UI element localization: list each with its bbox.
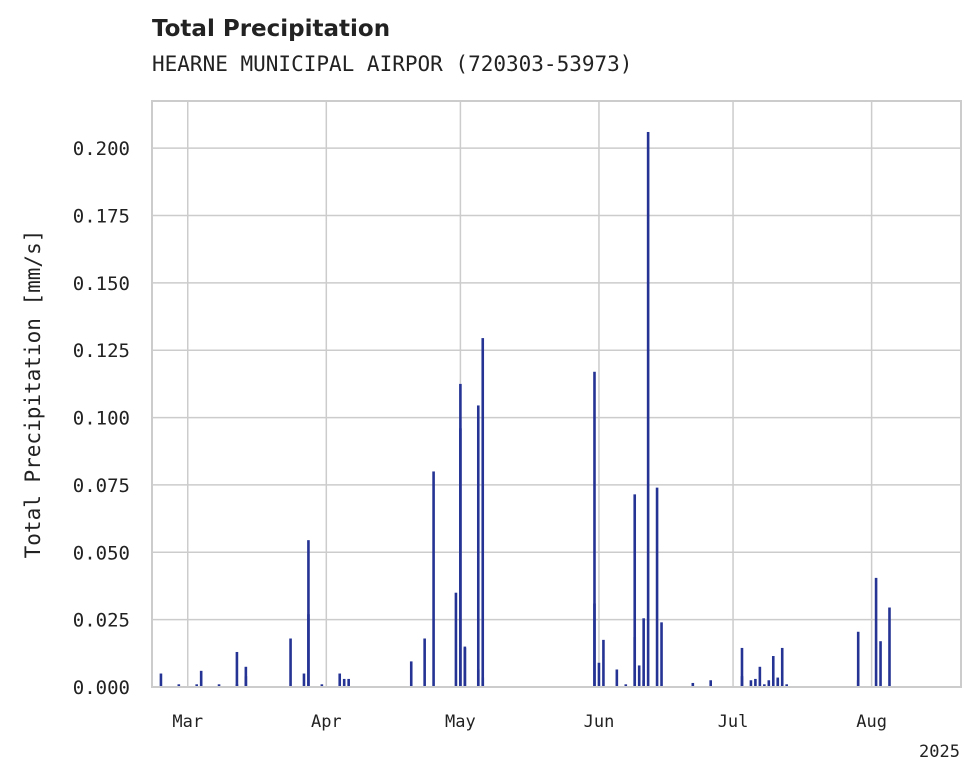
y-tick-label: 0.200	[73, 138, 130, 160]
precipitation-bar	[195, 684, 198, 687]
x-tick-label: May	[445, 712, 476, 732]
precipitation-bar	[749, 680, 753, 687]
bars-layer	[159, 131, 891, 688]
precipitation-bar	[597, 662, 601, 687]
precipitation-bar	[459, 428, 462, 687]
precipitation-bar	[771, 656, 775, 687]
precipitation-bar	[289, 638, 292, 687]
precipitation-bar	[642, 680, 645, 687]
precipitation-bar	[409, 661, 413, 687]
precipitation-bar	[159, 673, 163, 687]
chart-title: Total Precipitation	[152, 16, 391, 42]
chart-subtitle: HEARNE MUNICIPAL AIRPOR (720303-53973)	[152, 52, 633, 76]
precipitation-bar	[476, 405, 480, 687]
precipitation-bar	[888, 607, 891, 687]
x-tick-label: Mar	[172, 712, 203, 732]
precipitation-bar	[342, 678, 346, 687]
precipitation-bar	[432, 471, 435, 687]
x-tick-label: Jul	[718, 712, 749, 732]
precipitation-bar	[633, 494, 637, 687]
precipitation-bar	[454, 592, 458, 687]
precipitation-bar	[476, 669, 480, 687]
precipitation-bar	[660, 622, 663, 687]
precipitation-bar	[637, 665, 641, 687]
precipitation-bar	[655, 487, 659, 687]
y-tick-label: 0.050	[73, 542, 130, 564]
precipitation-bar	[423, 638, 426, 687]
precipitation-bar	[633, 637, 637, 687]
precipitation-bar	[463, 647, 467, 687]
precipitation-bar	[244, 676, 248, 687]
year-label: 2025	[919, 742, 960, 762]
precipitation-bar	[481, 677, 485, 687]
precipitation-bar	[856, 631, 860, 687]
precipitation-bar	[874, 577, 878, 687]
y-tick-labels: 0.000 0.025 0.050 0.075 0.100 0.125 0.150 0.175…	[73, 138, 130, 699]
y-tick-label: 0.025	[73, 610, 130, 632]
precipitation-bar	[646, 131, 650, 688]
precipitation-bar	[177, 684, 181, 687]
precipitation-bar	[767, 680, 771, 687]
y-tick-label: 0.075	[73, 475, 130, 497]
precipitation-bar	[785, 684, 788, 687]
precipitation-bar	[856, 680, 860, 687]
precipitation-bar	[754, 678, 757, 687]
precipitation-bar	[780, 647, 784, 687]
y-axis-label: Total Precipitation [mm/s]	[21, 230, 45, 559]
precipitation-bar	[758, 666, 762, 687]
precipitation-bar	[763, 684, 766, 687]
precipitation-bar	[691, 682, 695, 687]
x-tick-label: Apr	[311, 712, 342, 732]
precipitation-bar	[307, 540, 310, 687]
precipitation-bar	[642, 618, 645, 687]
y-tick-label: 0.000	[73, 677, 130, 699]
precipitation-bar	[602, 639, 605, 687]
y-tick-label: 0.100	[73, 408, 130, 430]
precipitation-bar	[879, 641, 882, 687]
y-tick-label: 0.175	[73, 206, 130, 228]
y-tick-label: 0.125	[73, 340, 130, 362]
precipitation-bar	[481, 338, 485, 687]
precipitation-bar	[302, 673, 306, 687]
precipitation-bar	[776, 677, 780, 687]
x-tick-label: Aug	[856, 712, 887, 732]
plot-frame	[151, 100, 962, 688]
precipitation-bar	[740, 676, 744, 687]
precipitation-bar	[199, 670, 203, 687]
precipitation-bar	[235, 651, 239, 687]
x-tick-label: Jun	[584, 712, 615, 732]
precipitation-bar	[740, 647, 744, 687]
precipitation-bar	[217, 684, 221, 687]
x-tick-labels: Mar Apr May Jun Jul Aug	[172, 712, 887, 732]
precipitation-bar	[709, 680, 712, 687]
precipitation-bar	[320, 684, 324, 687]
precipitation-bar	[624, 684, 628, 687]
precipitation-bar	[593, 371, 596, 687]
precipitation-bar	[338, 673, 342, 687]
precipitation-bar	[235, 684, 239, 687]
precipitation-bar	[615, 669, 619, 687]
precipitation-bar	[347, 678, 350, 687]
grid-layer	[152, 101, 961, 688]
y-tick-label: 0.150	[73, 273, 130, 295]
